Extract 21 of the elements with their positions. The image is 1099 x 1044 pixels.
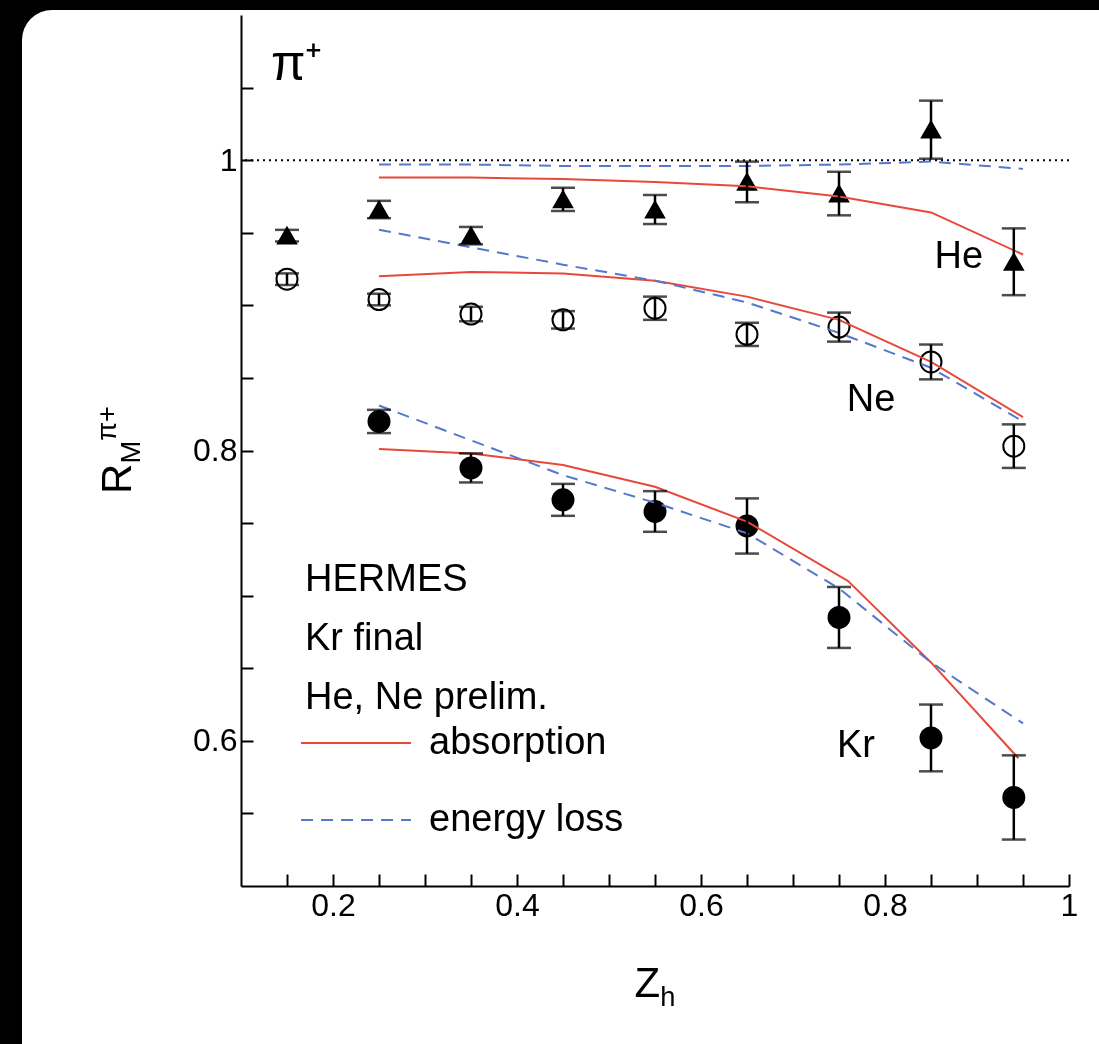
point — [1002, 785, 1026, 809]
legend-label: energy loss — [429, 797, 624, 839]
line-series — [378, 270, 1024, 419]
y-tick-label: 0.6 — [193, 722, 238, 759]
legend-label: absorption — [429, 720, 607, 762]
chart-title: π⁺ — [271, 35, 323, 91]
x-tick-label: 0.8 — [863, 886, 908, 923]
x-tick-label: 0.2 — [311, 886, 356, 923]
x-axis-title: Z$_{h}$ — [634, 959, 676, 1013]
annotation: Kr final — [305, 616, 424, 658]
series-label: Ne — [846, 376, 896, 419]
y-tick-label: 1 — [219, 141, 238, 178]
x-tick-label: 1 — [1060, 886, 1079, 923]
x-tick-label: 0.4 — [495, 886, 540, 923]
y-tick-label: 0.8 — [193, 432, 238, 468]
x-tick-label: 0.6 — [679, 886, 724, 923]
point — [919, 726, 943, 750]
series-label: He — [934, 233, 984, 276]
annotation: He, Ne prelim. — [305, 675, 548, 717]
series-label: Kr — [837, 722, 876, 765]
annotation: HERMES — [305, 557, 468, 599]
